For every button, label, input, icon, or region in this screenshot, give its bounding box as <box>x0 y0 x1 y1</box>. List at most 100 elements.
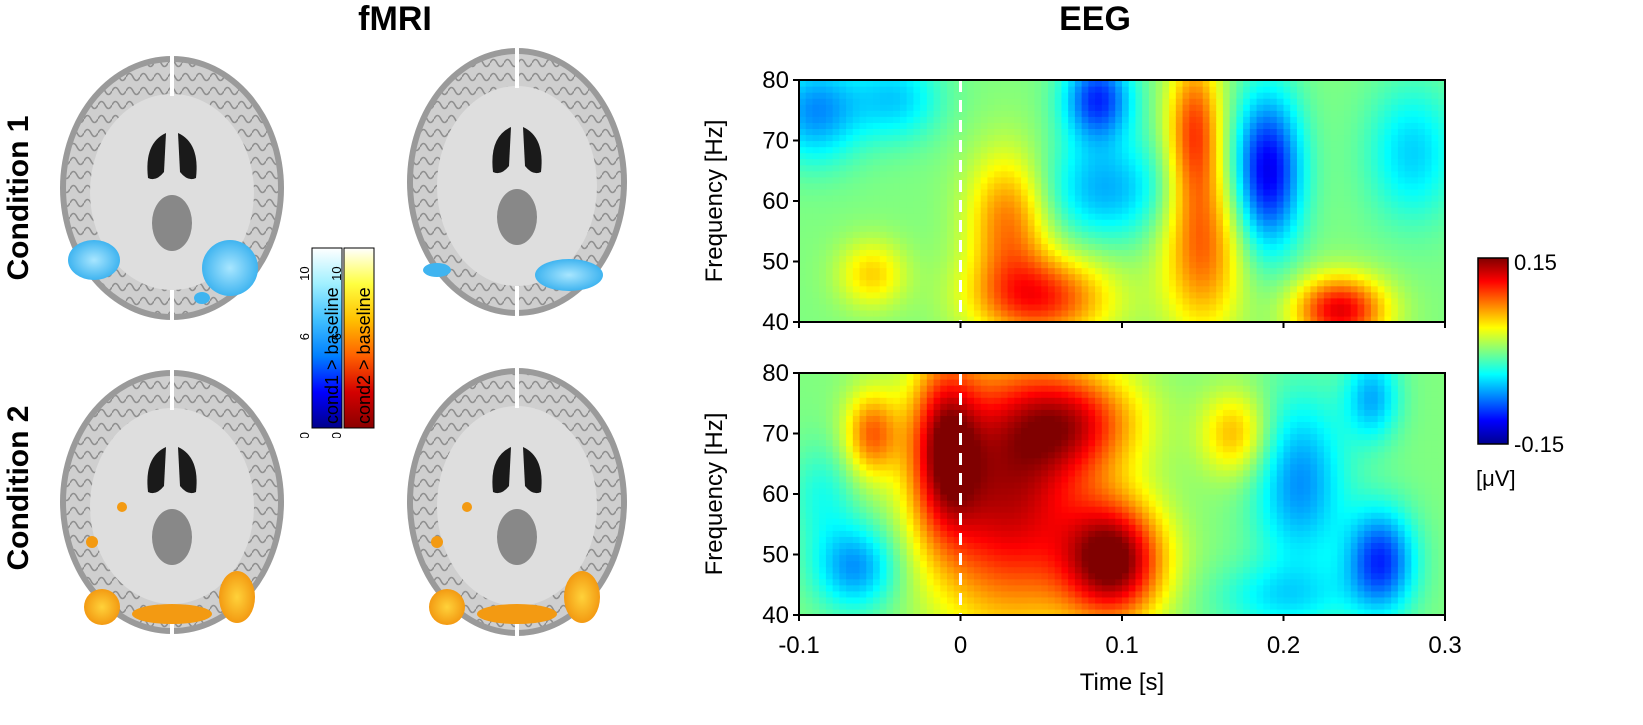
heatmap-cell <box>1196 176 1204 184</box>
heatmap-cell <box>1142 219 1150 226</box>
heatmap-cell <box>1283 176 1291 184</box>
heatmap-cell <box>994 134 1002 142</box>
heatmap-cell <box>873 542 881 550</box>
heatmap-cell <box>987 225 995 232</box>
heatmap-cell <box>825 536 834 543</box>
heatmap-cell <box>1243 249 1251 257</box>
heatmap-cell <box>1344 86 1352 93</box>
heatmap-cell <box>1021 104 1029 111</box>
heatmap-cell <box>960 391 968 398</box>
heatmap-cell <box>987 213 995 220</box>
heatmap-cell <box>893 116 901 123</box>
heatmap-cell <box>1014 225 1022 232</box>
heatmap-cell <box>1135 104 1143 111</box>
heatmap-cell <box>960 500 968 507</box>
heatmap-cell <box>886 536 894 543</box>
heatmap-cell <box>1276 182 1285 190</box>
heatmap-cell <box>1431 116 1439 123</box>
heatmap-cell <box>839 170 847 178</box>
heatmap-cell <box>1438 279 1446 287</box>
heatmap-cell <box>1041 158 1049 166</box>
heatmap-cell <box>947 249 955 257</box>
heatmap-cell <box>913 566 921 574</box>
heatmap-cell <box>1384 237 1392 244</box>
heatmap-cell <box>920 207 928 214</box>
heatmap-cell <box>1216 225 1224 232</box>
heatmap-cell <box>947 158 955 166</box>
heatmap-cell <box>967 273 975 281</box>
heatmap-cell <box>893 590 901 598</box>
heatmap-cell <box>1074 152 1083 160</box>
heatmap-cell <box>1189 170 1197 178</box>
heatmap-cell <box>947 542 955 550</box>
heatmap-cell <box>1068 207 1076 214</box>
heatmap-cell <box>893 572 901 580</box>
heatmap-cell <box>940 596 948 604</box>
heatmap-cell <box>987 140 995 148</box>
heatmap-cell <box>1370 176 1379 184</box>
heatmap-cell <box>953 463 962 471</box>
heatmap-cell <box>1074 201 1083 208</box>
heatmap-cell <box>812 512 820 519</box>
heatmap-cell <box>1209 267 1217 275</box>
heatmap-cell <box>1344 267 1352 275</box>
heatmap-cell <box>920 512 928 519</box>
heatmap-cell <box>926 158 935 166</box>
heatmap-cell <box>1034 237 1042 244</box>
heatmap-cell <box>1081 315 1089 323</box>
heatmap-cell <box>906 445 914 453</box>
heatmap-cell <box>1007 134 1015 142</box>
heatmap-cell <box>1276 315 1285 323</box>
heatmap-cell <box>906 255 914 263</box>
heatmap-cell <box>1000 146 1009 154</box>
heatmap-cell <box>812 457 820 465</box>
heatmap-cell <box>1377 309 1386 317</box>
heatmap-cell <box>1135 146 1143 154</box>
heatmap-cell <box>947 207 955 214</box>
heatmap-cell <box>980 122 989 129</box>
heatmap-cell <box>799 188 807 196</box>
heatmap-cell <box>1202 188 1211 196</box>
heatmap-cell <box>1047 98 1056 105</box>
heatmap-cell <box>933 110 941 117</box>
heatmap-cell <box>926 548 935 556</box>
heatmap-cell <box>1222 86 1231 93</box>
heatmap-cell <box>1196 309 1204 317</box>
heatmap-cell <box>973 128 982 136</box>
heatmap-cell <box>866 152 874 160</box>
heatmap-cell <box>805 469 814 477</box>
heatmap-cell <box>1276 267 1285 275</box>
heatmap-cell <box>913 596 921 604</box>
heatmap-cell <box>947 578 955 586</box>
heatmap-cell <box>1411 164 1419 172</box>
heatmap-cell <box>1424 297 1433 305</box>
heatmap-cell <box>1249 116 1258 123</box>
heatmap-cell <box>1283 237 1291 244</box>
heatmap-cell <box>1330 279 1338 287</box>
heatmap-cell <box>812 98 820 105</box>
heatmap-cell <box>879 415 888 422</box>
heatmap-cell <box>933 415 941 422</box>
heatmap-cell <box>947 596 955 604</box>
heatmap-cell <box>960 518 968 525</box>
heatmap-cell <box>1162 110 1170 117</box>
heatmap-cell <box>1216 297 1224 305</box>
heatmap-cell <box>994 213 1002 220</box>
heatmap-cell <box>1061 170 1069 178</box>
heatmap-cell <box>832 182 840 190</box>
heatmap-cell <box>920 134 928 142</box>
heatmap-cell <box>1364 170 1372 178</box>
heatmap-cell <box>1169 303 1177 311</box>
heatmap-cell <box>1377 98 1386 105</box>
heatmap-cell <box>1344 297 1352 305</box>
heatmap-cell <box>819 170 827 178</box>
heatmap-cell <box>799 219 807 226</box>
heatmap-cell <box>1021 110 1029 117</box>
heatmap-cell <box>1357 122 1365 129</box>
heatmap-cell <box>1256 273 1264 281</box>
heatmap-cell <box>1418 182 1426 190</box>
heatmap-cell <box>953 391 962 398</box>
heatmap-cell <box>1276 140 1285 148</box>
heatmap-cell <box>819 584 827 592</box>
heatmap-cell <box>873 487 881 495</box>
